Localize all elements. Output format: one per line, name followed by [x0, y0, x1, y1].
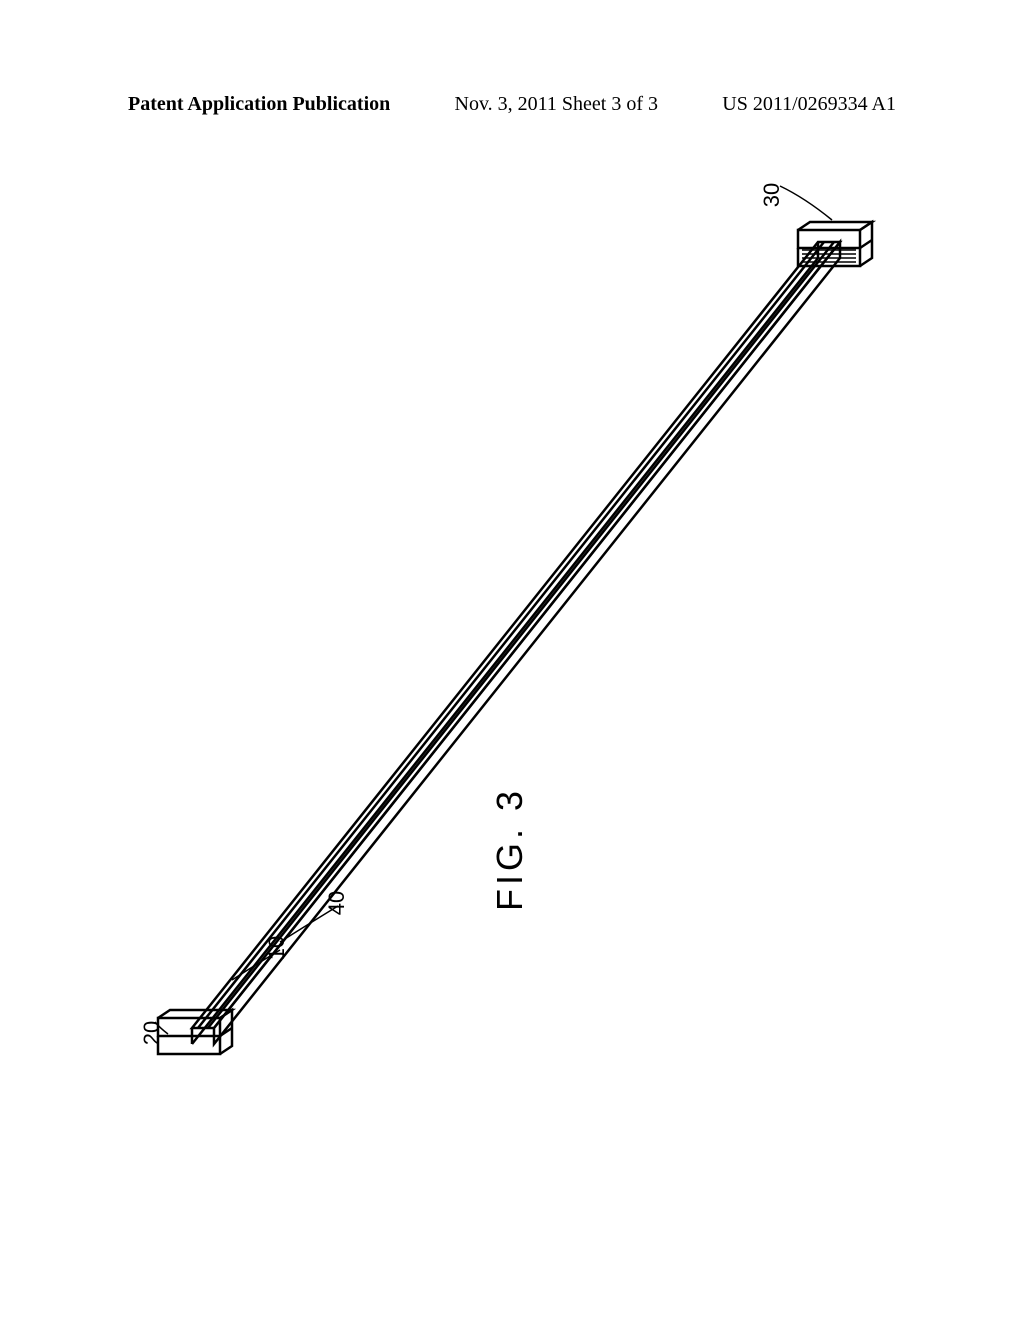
header-patent-number: US 2011/0269334 A1 — [722, 93, 896, 116]
patent-drawing — [120, 150, 900, 1150]
patent-header: Patent Application Publication Nov. 3, 2… — [0, 93, 1024, 116]
header-publication-type: Patent Application Publication — [128, 93, 390, 116]
header-date-sheet: Nov. 3, 2011 Sheet 3 of 3 — [455, 93, 659, 116]
figure-label: FIG. 3 — [489, 787, 531, 911]
reference-numeral-40: 40 — [324, 891, 350, 915]
reference-numeral-10: 10 — [264, 936, 290, 960]
reference-numeral-30: 30 — [759, 183, 785, 207]
figure-container: 20 10 40 30 FIG. 3 — [120, 150, 900, 1150]
reference-numeral-20: 20 — [139, 1021, 165, 1045]
